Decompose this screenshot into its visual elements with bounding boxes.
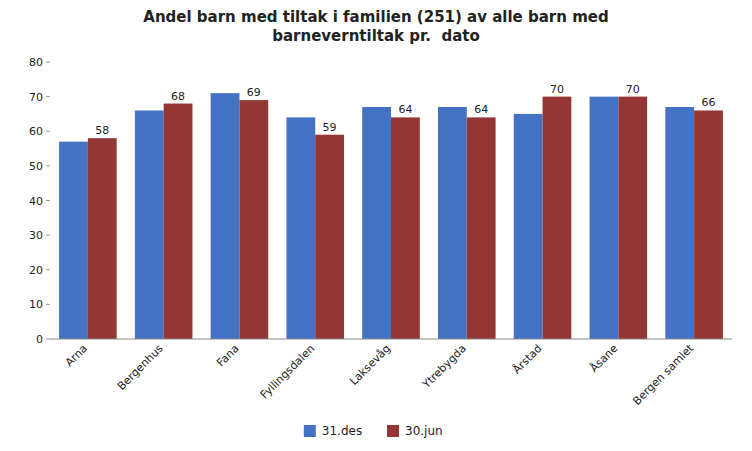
y-tick <box>46 235 50 236</box>
y-tick-label: 0 <box>36 333 43 346</box>
y-tick <box>46 131 50 132</box>
bar <box>211 93 240 339</box>
x-tick-label: Laksevåg <box>347 342 393 388</box>
y-tick <box>46 304 50 305</box>
y-tick <box>46 200 50 201</box>
bar <box>694 110 723 339</box>
y-tick-label: 50 <box>29 160 43 173</box>
y-tick-label: 80 <box>29 56 43 69</box>
bar <box>590 97 619 339</box>
legend-swatch <box>387 425 399 437</box>
bar <box>438 107 467 339</box>
bar <box>362 107 391 339</box>
data-label: 64 <box>474 103 488 116</box>
bars <box>59 93 723 339</box>
y-tick-label: 70 <box>29 91 43 104</box>
bar <box>315 135 344 339</box>
data-labels: 58 68 69 59 64 64 70 70 66 <box>95 83 715 138</box>
chart-title: Andel barn med tiltak i familien (251) a… <box>143 8 608 45</box>
data-label: 59 <box>323 121 337 134</box>
y-tick-label: 10 <box>29 298 43 311</box>
bar <box>514 114 543 339</box>
y-tick-label: 40 <box>29 195 43 208</box>
x-tick-label: Åsane <box>587 342 620 375</box>
chart-svg: Andel barn med tiltak i familien (251) a… <box>0 0 752 451</box>
legend-label: 31.des <box>322 424 362 438</box>
data-label: 64 <box>398 103 412 116</box>
bar <box>164 104 193 339</box>
x-tick-label: Bergenhus <box>115 342 166 393</box>
legend: 31.des 30.jun <box>304 424 443 438</box>
bar <box>467 117 496 339</box>
x-tick-label: Årstad <box>510 342 545 377</box>
data-label: 70 <box>626 83 640 96</box>
y-tick <box>46 339 50 340</box>
y-tick <box>46 62 50 63</box>
y-tick-label: 30 <box>29 229 43 242</box>
y-tick-label: 20 <box>29 264 43 277</box>
bar <box>59 142 88 339</box>
y-tick <box>46 269 50 270</box>
bar <box>135 110 164 339</box>
x-tick-label: Ytrebygda <box>419 342 469 392</box>
x-tick-label: Fana <box>214 342 241 369</box>
x-tick-label: Arna <box>63 342 90 369</box>
y-tick <box>46 165 50 166</box>
x-axis-line <box>50 339 732 340</box>
x-tick-label: Fyllingsdalen <box>258 342 318 402</box>
x-tick-label: Bergen samlet <box>630 341 696 407</box>
bar <box>618 97 647 339</box>
chart-container: Andel barn med tiltak i familien (251) a… <box>0 0 752 451</box>
bar <box>391 117 420 339</box>
data-label: 70 <box>550 83 564 96</box>
data-label: 66 <box>702 96 716 109</box>
bar <box>239 100 268 339</box>
y-axis: 0 10 20 30 40 50 60 70 80 <box>29 56 50 346</box>
legend-swatch <box>304 425 316 437</box>
y-tick-label: 60 <box>29 125 43 138</box>
x-axis: Arna Bergenhus Fana Fyllingsdalen Laksevåg Yt… <box>50 339 732 408</box>
data-label: 58 <box>95 124 109 137</box>
bar <box>665 107 694 339</box>
data-label: 68 <box>171 90 185 103</box>
bar <box>543 97 572 339</box>
bar <box>88 138 117 339</box>
bar <box>286 117 315 339</box>
legend-label: 30.jun <box>405 424 443 438</box>
y-tick <box>46 96 50 97</box>
data-label: 69 <box>247 86 261 99</box>
